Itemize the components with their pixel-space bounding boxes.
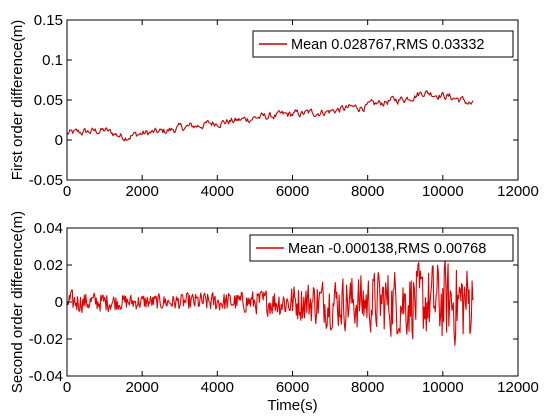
legend-label: Mean 0.028767,RMS 0.03332 [291, 37, 484, 53]
y-tick-label: 0.1 [42, 52, 63, 69]
x-tick-label: 8000 [351, 183, 384, 200]
series-line [66, 259, 474, 346]
legend-box [249, 234, 514, 262]
x-tick-label: 6000 [276, 183, 309, 200]
y-axis-label: Second order difference(m) [9, 211, 26, 393]
x-tick-label: 6000 [276, 379, 309, 396]
chart-panel-1: 0 2000 4000 6000 8000 10000 12000-0.0500.050.1… [9, 12, 539, 200]
y-tick-label: -0.04 [29, 368, 63, 385]
y-tick-label: 0.04 [34, 220, 63, 237]
x-tick-label: 0 [63, 183, 71, 200]
y-axis-label: First order difference(m) [9, 20, 26, 181]
x-tick-label: 2000 [125, 379, 158, 396]
x-tick-label: 8000 [351, 379, 384, 396]
series-line [66, 90, 474, 142]
x-tick-label: 4000 [201, 379, 234, 396]
x-axis-label: Time(s) [267, 397, 317, 414]
y-tick-label: 0 [55, 294, 63, 311]
x-tick-label: 0 [63, 379, 71, 396]
y-tick-label: -0.02 [29, 331, 63, 348]
y-tick-label: 0.02 [34, 257, 63, 274]
x-tick-label: 4000 [201, 183, 234, 200]
y-tick-label: 0.05 [34, 92, 63, 109]
legend: Mean 0.028767,RMS 0.03332 [252, 30, 514, 58]
x-tick-label: 12000 [497, 183, 539, 200]
chart-panel-2: 0 2000 4000 6000 8000 10000 12000 -0.04 -0.02 0 0.… [9, 211, 539, 414]
y-tick-label: 0 [55, 132, 63, 149]
y-tick-label: 0.15 [34, 12, 63, 29]
y-tick-label: -0.05 [29, 172, 63, 189]
x-tick-label: 10000 [422, 379, 464, 396]
x-tick-label: 2000 [125, 183, 158, 200]
legend: Mean -0.000138,RMS 0.00768 [249, 234, 514, 262]
legend-box [252, 30, 514, 58]
legend-label: Mean -0.000138,RMS 0.00768 [288, 241, 486, 257]
x-tick-label: 10000 [422, 183, 464, 200]
x-tick-label: 12000 [497, 379, 539, 396]
